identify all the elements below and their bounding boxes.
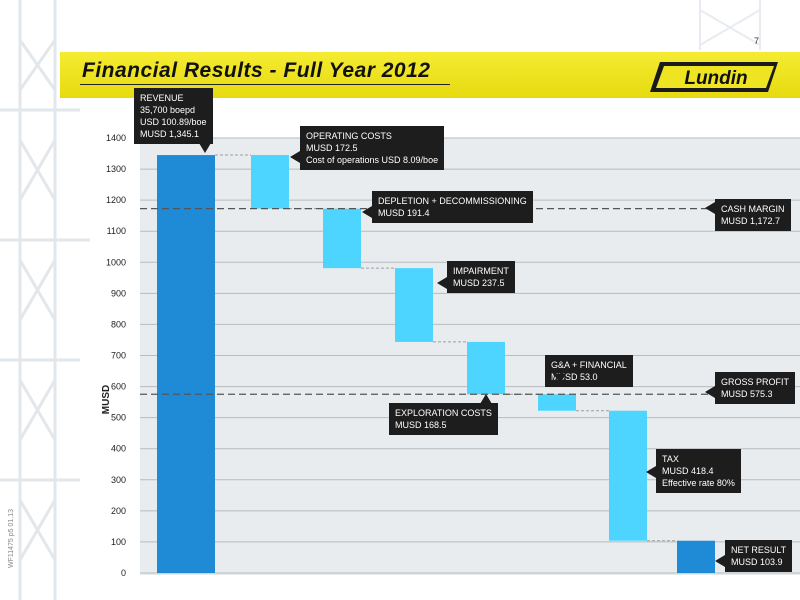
callout-line: MUSD 172.5 <box>306 143 358 153</box>
callout-line: USD 100.89/boe <box>140 117 207 127</box>
callout-pointer <box>290 151 300 163</box>
y-tick-label: 1000 <box>106 257 126 267</box>
reference-lines <box>140 208 708 395</box>
y-tick-label: 1200 <box>106 195 126 205</box>
callout-pointer <box>705 202 715 214</box>
callout-line: MUSD 191.4 <box>378 208 430 218</box>
callout-pointer <box>554 374 566 384</box>
callout-cash-margin: CASH MARGIN MUSD 1,172.7 <box>715 199 791 231</box>
callout-line: Cost of operations USD 8.09/boe <box>306 155 439 165</box>
callout-line: REVENUE <box>140 93 184 103</box>
y-tick-label: 1300 <box>106 164 126 174</box>
callout-pointer <box>715 555 725 567</box>
callout-line: G&A + FINANCIAL <box>551 360 627 370</box>
callout-impairment: IMPAIRMENT MUSD 237.5 <box>447 261 515 293</box>
callout-revenue: REVENUE 35,700 boepd USD 100.89/boe MUSD 1,… <box>134 88 213 144</box>
callout-pointer <box>646 466 656 478</box>
bar-operating-costs <box>251 155 289 209</box>
callout-pointer <box>362 206 372 218</box>
callout-line: GROSS PROFIT <box>721 377 790 387</box>
page-number: 7 <box>754 36 760 46</box>
y-tick-label: 100 <box>111 537 126 547</box>
callout-line: MUSD 575.3 <box>721 389 773 399</box>
y-tick-label: 800 <box>111 319 126 329</box>
callout-line: MUSD 418.4 <box>662 466 714 476</box>
callout-line: CASH MARGIN <box>721 204 785 214</box>
callout-net-result: NET RESULT MUSD 103.9 <box>725 540 793 572</box>
title-underline <box>80 84 450 85</box>
y-tick-label: 200 <box>111 506 126 516</box>
callout-line: DEPLETION + DECOMMISSIONING <box>378 196 527 206</box>
callout-operating-costs: OPERATING COSTS MUSD 172.5 Cost of operati… <box>300 126 445 170</box>
callout-line: MUSD 168.5 <box>395 420 447 430</box>
y-tick-label: 0 <box>121 568 126 578</box>
callout-depletion: DEPLETION + DECOMMISSIONING MUSD 191.4 <box>372 191 533 223</box>
y-tick-labels: 0 100 200 300 400 500 600 700 800 900 1000 1100 1200… <box>106 133 126 578</box>
bar-exploration-costs <box>467 341 505 395</box>
bar-depletion <box>323 208 361 269</box>
callout-line: MUSD 1,345.1 <box>140 129 200 139</box>
callout-exploration-costs: EXPLORATION COSTS MUSD 168.5 <box>389 403 498 435</box>
callout-pointer <box>437 277 447 289</box>
callout-line: MUSD 1,172.7 <box>721 216 781 226</box>
bars <box>157 155 715 573</box>
callout-tax: TAX MUSD 418.4 Effective rate 80% <box>656 449 741 493</box>
y-tick-label: 1400 <box>106 133 126 143</box>
callout-line: OPERATING COSTS <box>306 131 392 141</box>
bar-ga-financial <box>538 394 576 411</box>
callout-line: Effective rate 80% <box>662 478 735 488</box>
callout-line: MUSD 237.5 <box>453 278 505 288</box>
y-tick-label: 900 <box>111 288 126 298</box>
y-tick-label: 500 <box>111 413 126 423</box>
lundin-logo: Lundin <box>650 62 778 92</box>
callout-line: NET RESULT <box>731 545 787 555</box>
callout-line: MUSD 53.0 <box>551 372 598 382</box>
callout-pointer <box>705 386 715 398</box>
slide-title: Financial Results - Full Year 2012 <box>82 59 431 82</box>
y-tick-label: 600 <box>111 382 126 392</box>
callout-line: MUSD 103.9 <box>731 557 783 567</box>
y-tick-label: 300 <box>111 475 126 485</box>
callout-line: IMPAIRMENT <box>453 266 509 276</box>
y-axis-label: MUSD <box>101 384 113 415</box>
callout-pointer <box>480 394 492 404</box>
callout-pointer <box>199 143 211 153</box>
callout-line: 35,700 boepd <box>140 105 196 115</box>
callout-gross-profit: GROSS PROFIT MUSD 575.3 <box>715 372 796 404</box>
bar-impairment <box>395 268 433 342</box>
y-tick-label: 1100 <box>107 226 126 236</box>
y-tick-label: 400 <box>111 444 126 454</box>
y-tick-label: 700 <box>111 351 126 361</box>
bar-net-result <box>677 540 715 573</box>
bar-revenue <box>157 155 215 573</box>
callout-line: EXPLORATION COSTS <box>395 408 492 418</box>
callout-line: TAX <box>662 454 679 464</box>
logo-text: Lundin <box>684 68 747 89</box>
bar-tax <box>609 410 647 541</box>
